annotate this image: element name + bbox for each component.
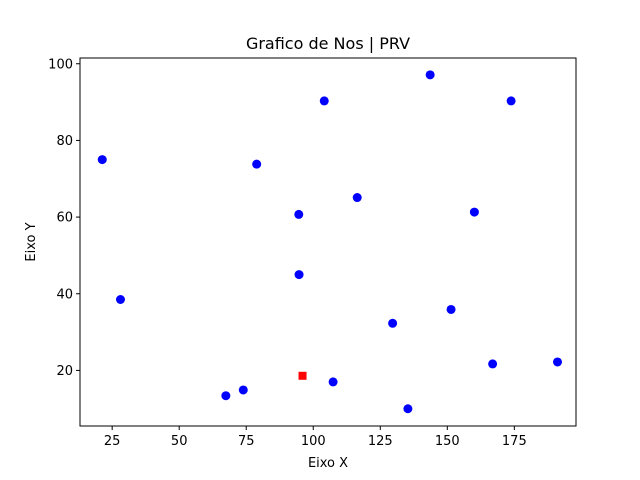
data-point [506, 96, 516, 106]
data-point [294, 270, 304, 280]
data-point [403, 404, 413, 414]
x-axis-label: Eixo X [308, 456, 348, 471]
axes-frame [79, 57, 577, 427]
data-point [221, 391, 231, 401]
data-point [488, 359, 498, 369]
data-point [425, 70, 435, 80]
y-tick-label: 80 [56, 134, 73, 149]
data-point [115, 295, 125, 304]
data-point [469, 207, 479, 217]
y-tick-label: 100 [48, 57, 73, 72]
data-point [553, 357, 563, 367]
plot-area [97, 70, 563, 414]
x-tick-label: 25 [104, 434, 121, 449]
data-point [294, 209, 304, 219]
data-point [319, 96, 329, 106]
data-point-square [298, 371, 307, 380]
y-axis: 20 40 60 80 100 [48, 57, 80, 379]
y-tick-label: 40 [56, 287, 73, 302]
data-point [97, 155, 107, 165]
data-point [352, 193, 362, 203]
x-tick-label: 75 [238, 434, 255, 449]
y-axis-label: Eixo Y [24, 222, 39, 261]
data-point [238, 385, 248, 395]
x-tick-label: 150 [435, 434, 460, 449]
y-tick-label: 60 [56, 211, 73, 226]
x-tick-label: 100 [301, 434, 326, 449]
x-tick-label: 50 [171, 434, 188, 449]
data-point [252, 159, 262, 169]
chart-title: Grafico de Nos | PRV [246, 34, 410, 53]
data-point [388, 318, 398, 328]
x-tick-label: 125 [368, 434, 393, 449]
x-tick-label: 175 [502, 434, 527, 449]
data-point [328, 377, 338, 387]
data-point [446, 304, 456, 314]
y-tick-label: 20 [56, 364, 73, 379]
x-axis: 25 50 75 100 125 150 175 [104, 426, 527, 449]
